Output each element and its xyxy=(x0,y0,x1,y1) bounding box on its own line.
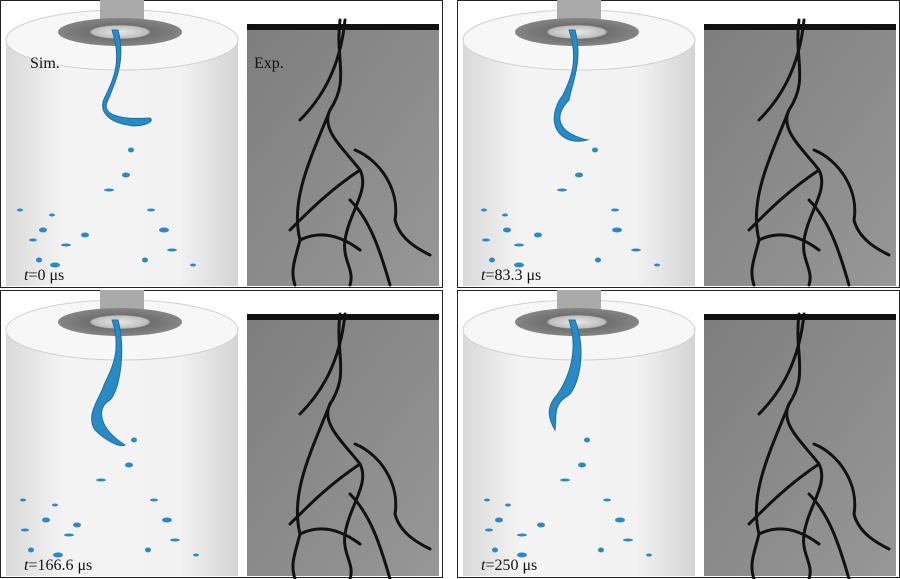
droplet xyxy=(612,228,622,233)
droplet xyxy=(39,228,47,233)
nozzle xyxy=(557,0,601,20)
droplet xyxy=(484,499,490,502)
droplet xyxy=(514,244,524,247)
nozzle xyxy=(100,0,144,20)
droplet xyxy=(162,518,172,523)
time-value: =250 μs xyxy=(485,557,537,574)
panel: t=250 μs xyxy=(458,290,900,579)
droplet xyxy=(654,264,660,267)
time-label: t=250 μs xyxy=(481,557,537,574)
droplet xyxy=(131,438,137,443)
droplet xyxy=(623,539,633,542)
droplet xyxy=(505,504,511,507)
time-value: =0 μs xyxy=(28,267,64,284)
droplet xyxy=(495,518,503,523)
cylinder xyxy=(6,40,238,286)
droplet xyxy=(142,258,148,263)
droplet xyxy=(631,249,641,252)
droplet xyxy=(603,499,611,502)
nozzle xyxy=(557,290,601,310)
time-label: t=166.6 μs xyxy=(24,557,92,574)
cylinder xyxy=(463,40,695,286)
sim-label: Sim. xyxy=(30,55,60,72)
droplet xyxy=(560,479,570,482)
droplet xyxy=(537,523,545,528)
droplet xyxy=(36,258,42,263)
droplet xyxy=(42,518,50,523)
droplet xyxy=(61,244,71,247)
droplet xyxy=(49,214,55,217)
droplet xyxy=(502,214,508,217)
droplet xyxy=(96,479,106,482)
droplet xyxy=(150,499,158,502)
droplet xyxy=(125,463,133,468)
droplet xyxy=(598,548,604,553)
droplet xyxy=(481,209,487,212)
droplet xyxy=(147,209,155,212)
droplet xyxy=(145,548,151,553)
droplet xyxy=(170,539,180,542)
droplet xyxy=(29,239,37,242)
droplet xyxy=(21,529,29,532)
figure: Sim. Exp. t=0 μs t=83.3 μs t=166.6 μs t=250 μ… xyxy=(0,0,900,579)
droplet xyxy=(517,534,527,537)
droplet xyxy=(489,258,495,263)
droplet xyxy=(81,233,89,238)
droplet xyxy=(557,189,567,192)
exp-label: Exp. xyxy=(254,55,284,72)
droplet xyxy=(592,148,598,153)
panel: t=166.6 μs xyxy=(1,290,443,579)
droplet xyxy=(20,499,26,502)
droplet xyxy=(104,189,114,192)
droplet xyxy=(646,554,652,557)
time-value: =166.6 μs xyxy=(28,557,92,574)
droplet xyxy=(503,228,511,233)
droplet xyxy=(190,264,196,267)
droplet xyxy=(28,548,34,553)
droplet xyxy=(578,463,586,468)
droplet xyxy=(575,173,583,178)
droplet xyxy=(73,523,81,528)
droplet xyxy=(52,504,58,507)
droplet xyxy=(159,228,169,233)
droplet xyxy=(534,233,542,238)
droplet xyxy=(595,258,601,263)
droplet xyxy=(615,518,625,523)
panel: t=83.3 μs xyxy=(458,0,900,288)
time-label: t=83.3 μs xyxy=(481,267,541,284)
cylinder xyxy=(6,330,238,576)
time-value: =83.3 μs xyxy=(485,267,541,284)
droplet xyxy=(167,249,177,252)
droplet xyxy=(482,239,490,242)
droplet xyxy=(492,548,498,553)
droplet xyxy=(64,534,74,537)
droplet xyxy=(128,148,134,153)
time-label: t=0 μs xyxy=(24,267,64,284)
droplet xyxy=(611,209,619,212)
droplet xyxy=(485,529,493,532)
droplet xyxy=(584,438,590,443)
droplet xyxy=(122,173,130,178)
nozzle xyxy=(100,290,144,310)
droplet xyxy=(17,209,23,212)
droplet xyxy=(193,554,199,557)
panel: Sim. Exp. t=0 μs xyxy=(1,0,443,288)
